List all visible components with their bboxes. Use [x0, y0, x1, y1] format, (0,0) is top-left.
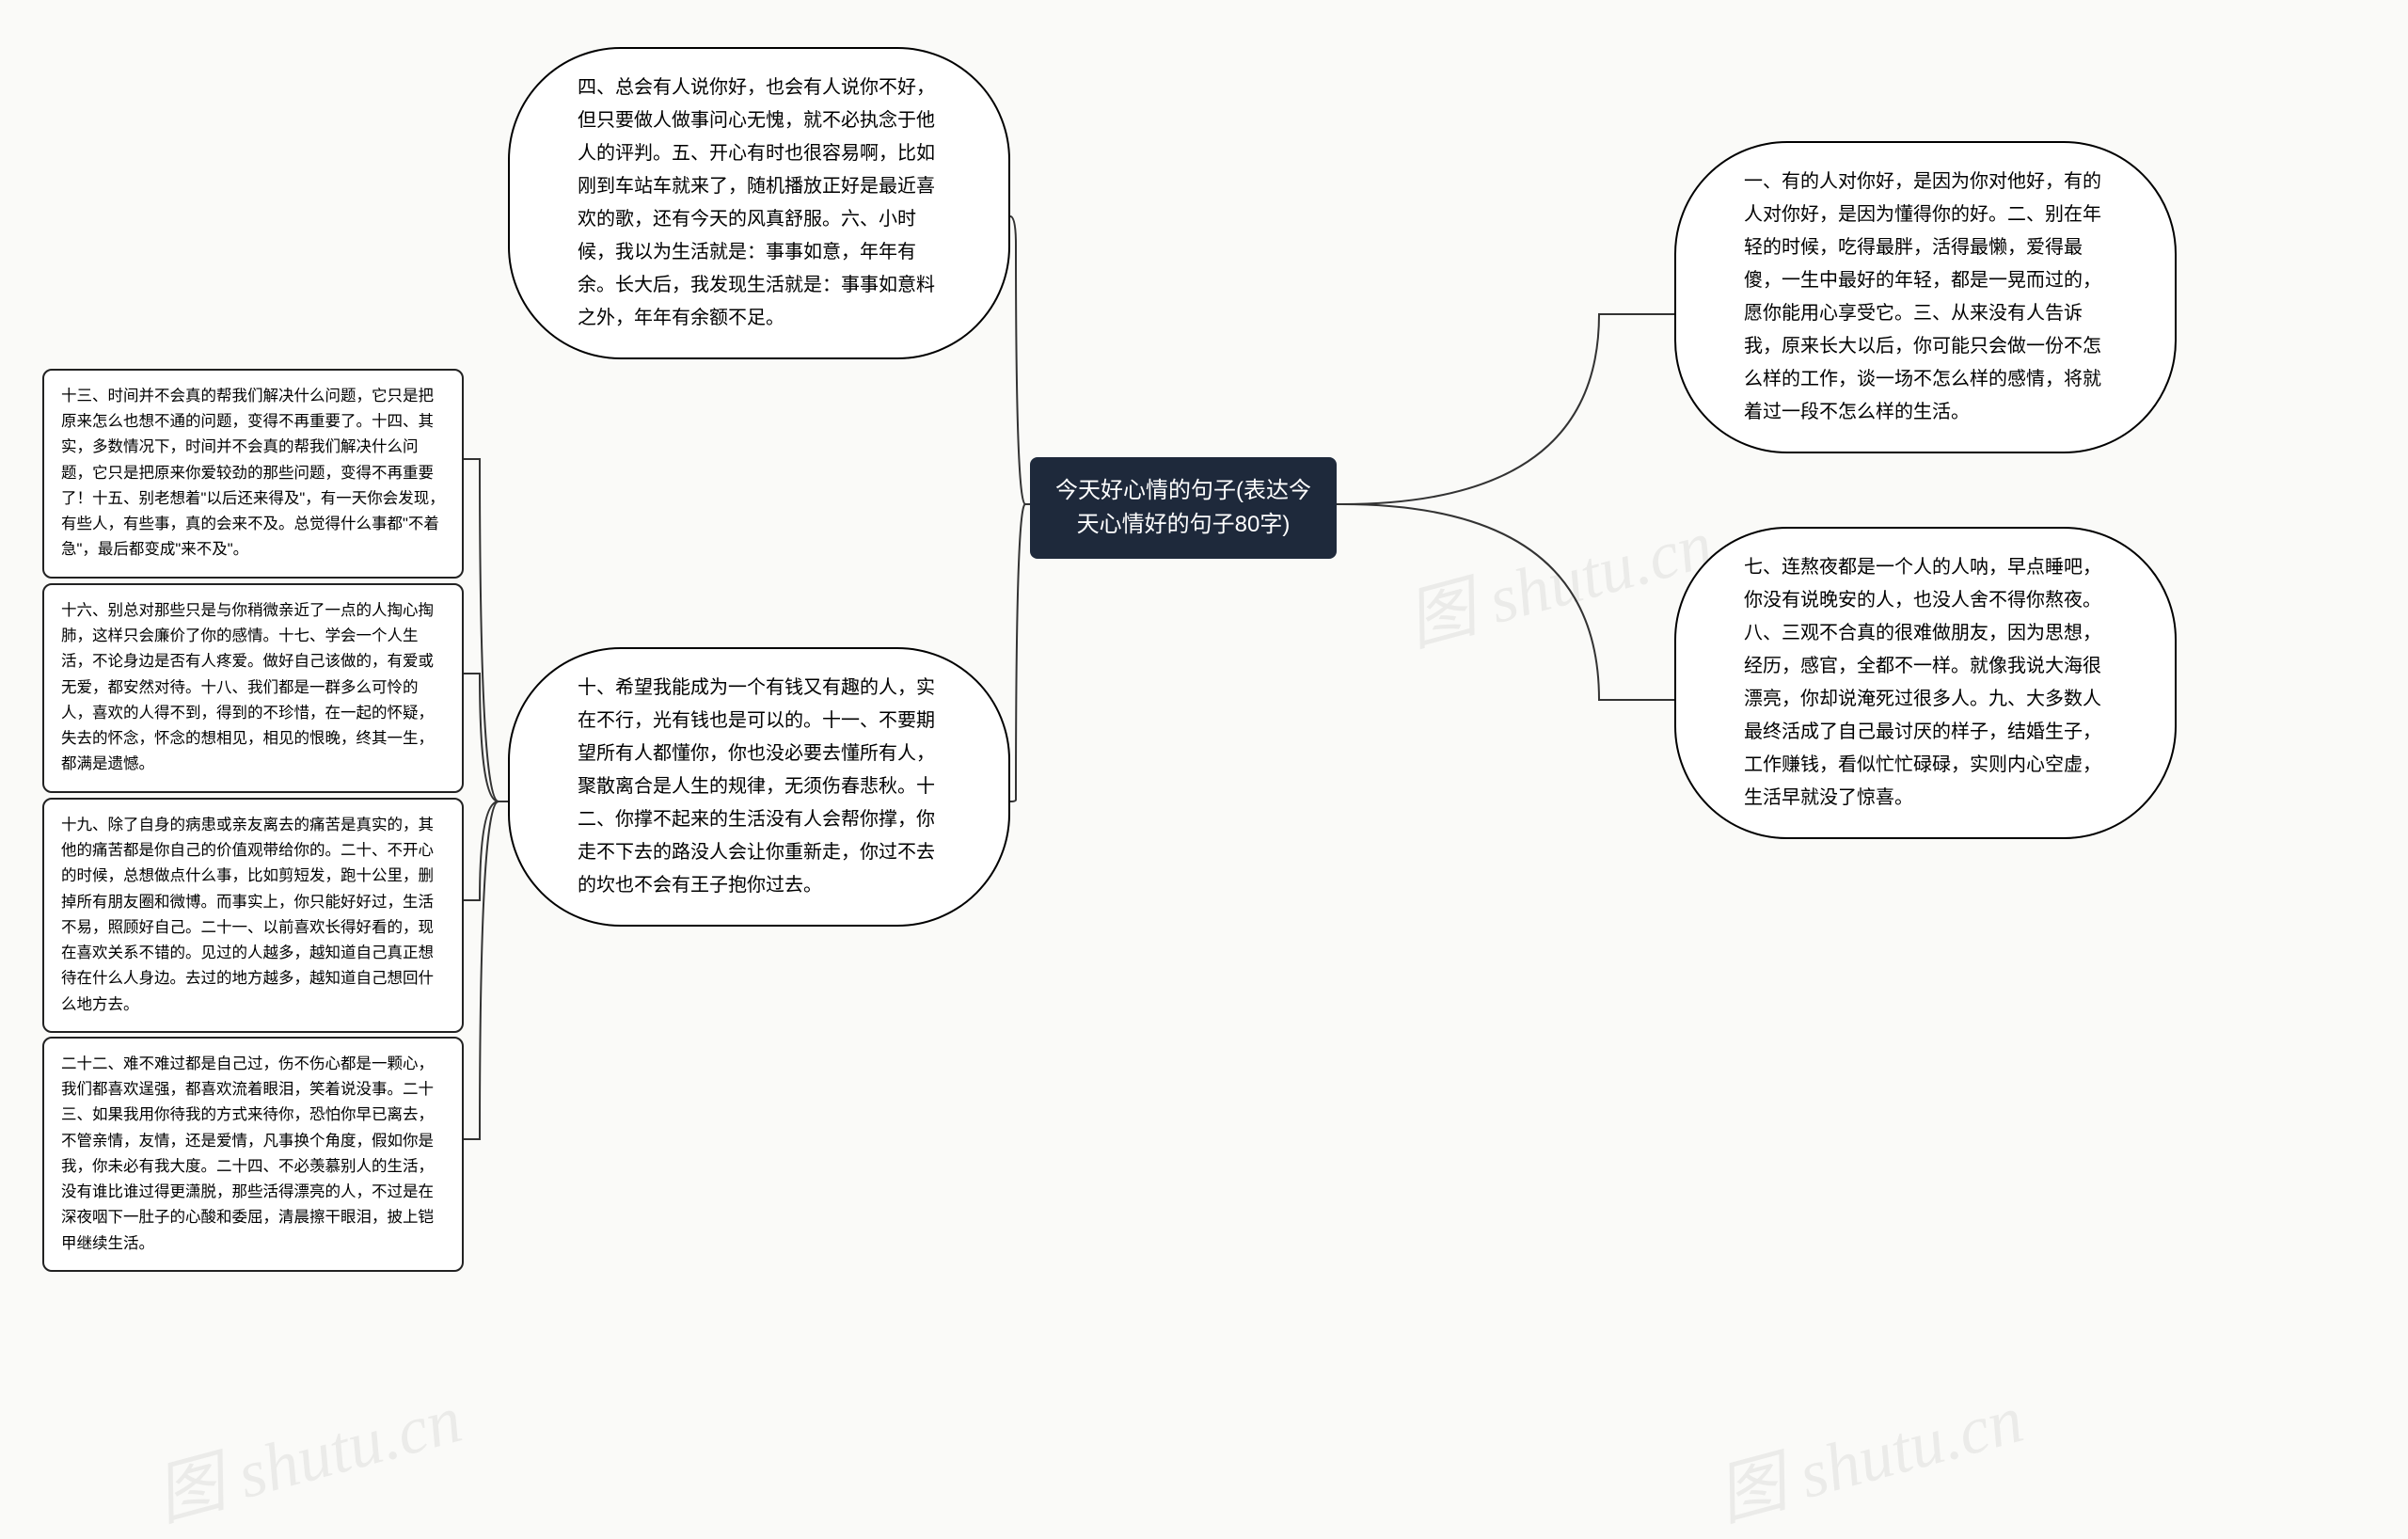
- watermark: 图 shutu.cn: [1394, 488, 1721, 664]
- mindmap-node-text: 十、希望我能成为一个有钱又有趣的人，实在不行，光有钱也是可以的。十一、不要期望所…: [578, 677, 935, 896]
- mindmap-node-text: 十九、除了自身的病患或亲友离去的痛苦是真实的，其他的痛苦都是你自己的价值观带给你…: [61, 817, 434, 1013]
- mindmap-node-n3: 一、有的人对你好，是因为你对他好，有的人对你好，是因为懂得你的好。二、别在年轻的…: [1674, 141, 2177, 453]
- connector-path: [1337, 314, 1674, 504]
- mindmap-node-text: 十三、时间并不会真的帮我们解决什么问题，它只是把原来怎么也想不通的问题，变得不再…: [61, 388, 445, 558]
- watermark: 图 shutu.cn: [143, 1363, 470, 1539]
- mindmap-node-n7: 十九、除了自身的病患或亲友离去的痛苦是真实的，其他的痛苦都是你自己的价值观带给你…: [42, 798, 464, 1033]
- mindmap-node-text: 一、有的人对你好，是因为你对他好，有的人对你好，是因为懂得你的好。二、别在年轻的…: [1744, 171, 2101, 422]
- mindmap-node-text: 十六、别总对那些只是与你稍微亲近了一点的人掏心掏肺，这样只会廉价了你的感情。十七…: [61, 602, 434, 772]
- mindmap-node-text: 二十二、难不难过都是自己过，伤不伤心都是一颗心，我们都喜欢逞强，都喜欢流着眼泪，…: [61, 1055, 434, 1252]
- center-node-text: 今天好心情的句子(表达今天心情好的句子80字): [1055, 478, 1311, 537]
- mindmap-node-n2: 十、希望我能成为一个有钱又有趣的人，实在不行，光有钱也是可以的。十一、不要期望所…: [508, 647, 1010, 927]
- center-node: 今天好心情的句子(表达今天心情好的句子80字): [1030, 457, 1337, 559]
- connector-path: [464, 459, 508, 801]
- mindmap-node-text: 四、总会有人说你好，也会有人说你不好，但只要做人做事问心无愧，就不必执念于他人的…: [578, 77, 935, 328]
- mindmap-node-n4: 七、连熬夜都是一个人的人呐，早点睡吧，你没有说晚安的人，也没人舍不得你熬夜。八、…: [1674, 527, 2177, 839]
- connector-path: [1010, 504, 1030, 801]
- mindmap-node-n1: 四、总会有人说你好，也会有人说你不好，但只要做人做事问心无愧，就不必执念于他人的…: [508, 47, 1010, 359]
- mindmap-node-n8: 二十二、难不难过都是自己过，伤不伤心都是一颗心，我们都喜欢逞强，都喜欢流着眼泪，…: [42, 1037, 464, 1272]
- mindmap-node-n5: 十三、时间并不会真的帮我们解决什么问题，它只是把原来怎么也想不通的问题，变得不再…: [42, 369, 464, 579]
- mindmap-node-text: 七、连熬夜都是一个人的人呐，早点睡吧，你没有说晚安的人，也没人舍不得你熬夜。八、…: [1744, 557, 2101, 808]
- connector-path: [464, 801, 508, 1139]
- connector-path: [1337, 504, 1674, 700]
- mindmap-node-n6: 十六、别总对那些只是与你稍微亲近了一点的人掏心掏肺，这样只会廉价了你的感情。十七…: [42, 583, 464, 793]
- connector-path: [464, 801, 508, 900]
- watermark: 图 shutu.cn: [1704, 1363, 2032, 1539]
- connector-path: [464, 674, 508, 801]
- connector-path: [1010, 216, 1030, 504]
